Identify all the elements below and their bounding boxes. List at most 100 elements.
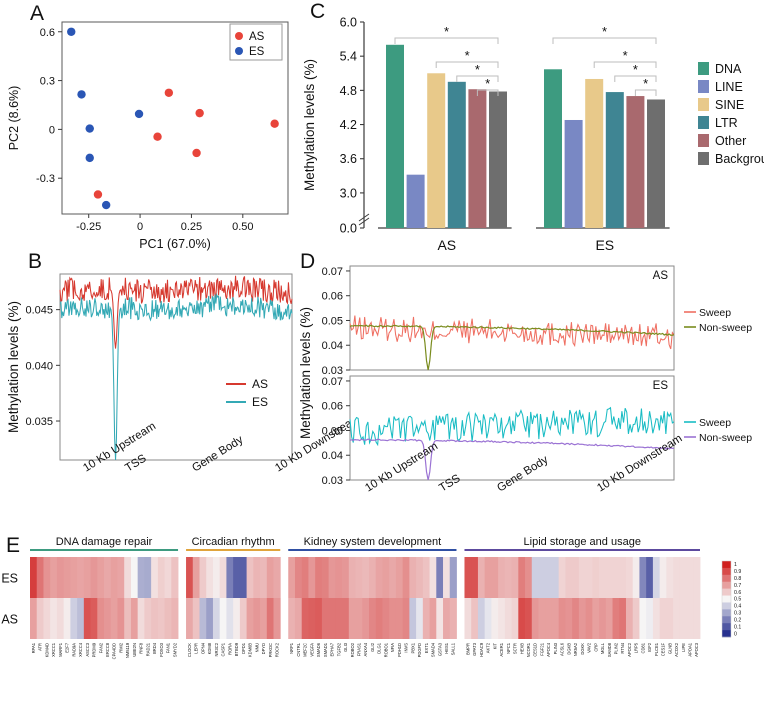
heatmap-cell-AS-APOC3 bbox=[693, 598, 701, 639]
significance-star: * bbox=[623, 48, 628, 63]
legend-label-AS: AS bbox=[249, 31, 265, 43]
significance-star: * bbox=[633, 62, 638, 77]
heatmap-cell-AS-KDM6B bbox=[246, 598, 254, 639]
heatmap-cell-ES-RTN4 bbox=[619, 557, 627, 598]
heatmap-cell-ES-E2F7 bbox=[63, 557, 71, 598]
heatmap-cell-ES-AKT2 bbox=[484, 557, 492, 598]
heatmap-cell-ES-DGKK bbox=[578, 557, 587, 598]
panel-a-plot: -0.25 0 0.25 0.50 -0.3 0 0.3 0.6 PC1 (67.0%) PC2 … bbox=[7, 21, 289, 251]
heatmap-cell-AS-FGF21 bbox=[538, 598, 546, 639]
scatter-point-AS bbox=[270, 119, 279, 128]
heatmap-cell-ES-ROCK2 bbox=[273, 557, 281, 598]
gene-label-RAD21: RAD21 bbox=[145, 642, 150, 656]
line-AS bbox=[59, 275, 293, 349]
heatmap-cell-ES-APOC3 bbox=[693, 557, 701, 598]
heatmap-cell-ES-SMAD6 bbox=[315, 557, 323, 598]
scatter-point-ES bbox=[134, 109, 144, 119]
heatmap-cell-AS-RTN4 bbox=[619, 598, 627, 639]
heatmap-cell-ES-KDM8 bbox=[206, 557, 214, 598]
section-title: Kidney system development bbox=[304, 536, 442, 548]
y-tick-label: 4.2 bbox=[340, 118, 357, 132]
heatmap-cell-AS-RORA bbox=[226, 598, 234, 639]
x-tick-label: 0 bbox=[137, 221, 143, 233]
heatmap-cell-ES-CES1F bbox=[659, 557, 667, 598]
heatmap-cell-AS-CPA4DD bbox=[110, 598, 118, 639]
heatmap-cell-ES-INVS bbox=[402, 557, 410, 598]
significance-star: * bbox=[602, 24, 607, 39]
heatmap-cell-AS-NFIA bbox=[389, 598, 397, 639]
panel-b: B 0.035 0.040 0.045 Methylation levels (%) A… bbox=[0, 248, 363, 533]
gene-label-HES1: HES1 bbox=[444, 642, 449, 653]
heatmap-cell-AS-CD81 bbox=[639, 598, 647, 639]
heatmap-cell-AS-OPN4 bbox=[199, 598, 207, 639]
heatmap-cell-ES-CASP1 bbox=[219, 557, 227, 598]
heatmap-cell-AS-CES1D bbox=[531, 598, 539, 639]
gene-label-GLI3: GLI3 bbox=[343, 642, 348, 652]
heatmap-cell-ES-CNTRL bbox=[294, 557, 303, 598]
legend-label-ES-Non-sweep: Non-sweep bbox=[699, 432, 752, 444]
gene-label-DGKB: DGKB bbox=[566, 643, 571, 655]
colorbar-tick-0.3: 0.3 bbox=[734, 611, 741, 617]
panel-c-plot: 0.0 3.0 3.6 4.2 4.8 5.4 6.0 Methylation levels … bbox=[302, 16, 764, 254]
heatmap-cell-AS-APOC4 bbox=[545, 598, 553, 639]
panel-e-heatmap: ES AS DNA damage repair RPA1 ATR KDM4D XRCC1 MA… bbox=[1, 536, 741, 659]
scatter-point-ES bbox=[85, 153, 94, 163]
gene-label-CD81: CD81 bbox=[640, 642, 645, 653]
heatmap-cell-ES-RMI2 bbox=[117, 557, 125, 598]
line-ES bbox=[59, 292, 293, 461]
heatmap-cell-ES-CPA4DD bbox=[110, 557, 118, 598]
heatmap-cell-ES-CLOCK bbox=[186, 557, 194, 598]
heatmap-cell-AS-APOC2 bbox=[625, 598, 634, 639]
gene-label-APOC2: APOC2 bbox=[627, 642, 632, 657]
panel-a: A -0.25 0 0.25 0.50 -0.3 0 0.3 0.6 PC1 (67.0%) PC… bbox=[0, 0, 292, 251]
row-label-ES: ES bbox=[1, 572, 18, 586]
gene-label-NMU: NMU bbox=[254, 643, 259, 652]
heatmap-cell-ES-MGLL bbox=[599, 557, 607, 598]
colorbar-tick-0.1: 0.1 bbox=[734, 624, 741, 630]
heatmap-cell-AS-SAMD8 bbox=[605, 598, 613, 639]
bar-AS-DNA bbox=[386, 44, 404, 229]
gene-label-KDM8: KDM8 bbox=[207, 642, 212, 654]
heatmap-cell-ES-NPC1 bbox=[504, 557, 512, 598]
heatmap-cell-AS-ACOX2 bbox=[673, 598, 681, 639]
gene-label-EPHA7: EPHA7 bbox=[330, 642, 335, 656]
heatmap-cell-AS-HES1 bbox=[443, 598, 451, 639]
gene-label-EXT1: EXT1 bbox=[424, 642, 429, 653]
y-tick-label: 0.040 bbox=[25, 360, 53, 372]
heatmap-cell-ES-GLI3 bbox=[342, 557, 350, 598]
gene-label-CPA4DD: CPA4DD bbox=[112, 643, 117, 659]
heatmap-cell-ES-APOC4 bbox=[545, 557, 553, 598]
gene-label-PDGFD: PDGFD bbox=[417, 643, 422, 657]
panel-c-label: C bbox=[310, 0, 326, 23]
colorbar-segment bbox=[722, 588, 731, 596]
colorbar-tick-0.4: 0.4 bbox=[734, 604, 741, 610]
heatmap-cell-AS-SMAD4 bbox=[429, 598, 437, 639]
gene-label-DPD1: DPD1 bbox=[241, 642, 246, 654]
bar-AS-SINE bbox=[427, 73, 446, 228]
bar-ES-LTR bbox=[605, 92, 624, 228]
gene-label-SCTR: SCTR bbox=[513, 643, 518, 654]
heatmap-cell-AS-BMPR bbox=[464, 598, 472, 639]
heatmap-cell-AS-BRD4 bbox=[151, 598, 159, 639]
heatmap-cell-ES-GSTA3 bbox=[436, 557, 444, 598]
heatmap-cell-AS-LIPE bbox=[679, 598, 687, 639]
heatmap-cell-ES-BTBD9 bbox=[233, 557, 241, 598]
significance-star: * bbox=[444, 24, 449, 39]
gene-label-APOC4: APOC4 bbox=[546, 642, 551, 657]
gene-label-HDAC9: HDAC9 bbox=[479, 642, 484, 657]
row-label-AS: AS bbox=[1, 613, 18, 627]
x-tick-label: 0.50 bbox=[232, 221, 253, 233]
line-ES-Non-sweep bbox=[349, 438, 675, 481]
section-title: Lipid storage and usage bbox=[524, 536, 641, 548]
gene-label-BMPR: BMPR bbox=[465, 643, 470, 655]
heatmap-cell-AS-KDM8 bbox=[206, 598, 214, 639]
heatmap-cell-AS-PLIN3 bbox=[551, 598, 560, 639]
heatmap-cell-AS-ROBO2 bbox=[348, 598, 356, 639]
heatmap-cell-ES-HES1 bbox=[443, 557, 451, 598]
y-axis-title: PC2 (8.6%) bbox=[7, 86, 21, 151]
heatmap-cell-ES-PLIN3 bbox=[551, 557, 560, 598]
gene-label-DGKK: DGKK bbox=[580, 643, 585, 655]
scatter-point-AS bbox=[192, 148, 201, 158]
gene-label-ASCC3: ASCC3 bbox=[85, 642, 90, 656]
gene-label-NFIA: NFIA bbox=[390, 643, 395, 653]
